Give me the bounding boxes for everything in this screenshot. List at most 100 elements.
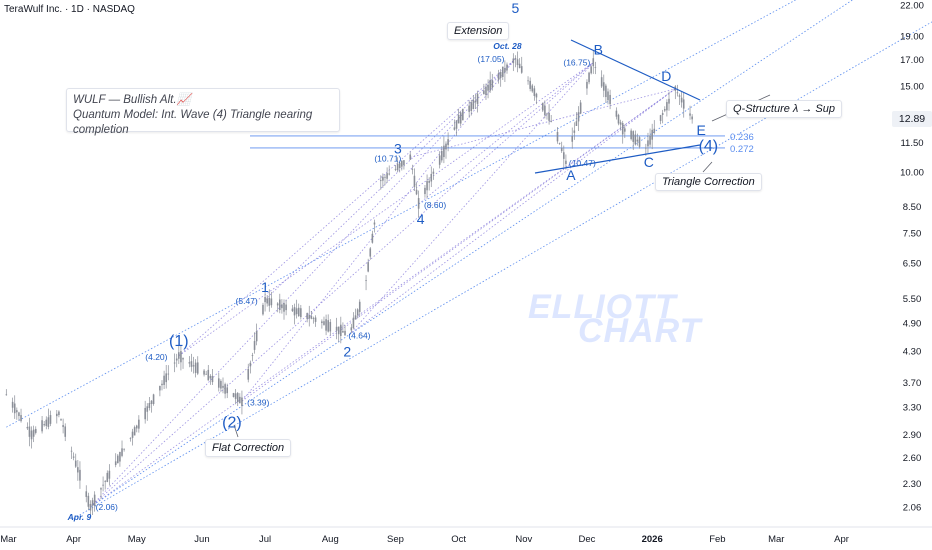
candle-body <box>649 135 651 145</box>
candle-body <box>325 319 327 331</box>
candle-body <box>632 131 635 142</box>
candle-body <box>291 308 294 312</box>
y-tick-label: 2.30 <box>903 479 922 490</box>
fan-line <box>178 58 516 357</box>
triangle-lines-layer <box>233 39 771 438</box>
candle-body <box>579 102 582 114</box>
candle-body <box>34 428 37 433</box>
candle-body <box>352 317 355 328</box>
candle-body <box>217 378 220 388</box>
candle-body <box>689 113 691 116</box>
x-tick-label: Jul <box>259 534 271 545</box>
candle-body <box>563 152 565 159</box>
candle-body <box>266 298 268 304</box>
candle-body <box>209 375 212 379</box>
candle-body <box>102 484 104 486</box>
candle-body <box>575 121 578 126</box>
note-line-2: Quantum Model: Int. Wave (4) Triangle ne… <box>73 109 313 136</box>
candle-body <box>512 58 515 64</box>
candle-body <box>104 481 106 482</box>
candle-body <box>295 308 298 315</box>
candle-body <box>636 139 639 142</box>
candle-body <box>203 370 205 375</box>
candle-body <box>45 419 48 426</box>
candle-body <box>262 304 264 315</box>
candle-body <box>474 100 477 103</box>
candle-body <box>91 500 94 506</box>
y-tick-label: 2.06 <box>903 502 922 513</box>
candle-body <box>194 362 197 373</box>
candle-body <box>619 122 622 125</box>
x-tick-label: May <box>128 534 146 545</box>
candle-body <box>87 495 90 507</box>
candle-body <box>645 147 647 149</box>
candle-body <box>676 92 679 94</box>
candle-body <box>541 103 544 111</box>
candle-body <box>119 451 121 462</box>
fan-line <box>418 62 594 205</box>
candle-body <box>379 180 382 182</box>
candle-body <box>678 95 681 97</box>
candle-body <box>369 248 372 257</box>
candles-layer <box>5 50 693 518</box>
candle-body <box>192 365 195 367</box>
candle-body <box>182 358 184 360</box>
triangle-correction-label: Triangle Correction <box>655 173 762 191</box>
last-price-tag: 12.89 <box>892 111 932 127</box>
candle-body <box>546 113 548 115</box>
candle-body <box>77 467 79 473</box>
candle-body <box>108 470 111 479</box>
candle-body <box>207 369 210 381</box>
candle-body <box>499 72 502 78</box>
candle-body <box>358 301 361 312</box>
wave-label: (2) <box>222 414 242 431</box>
candle-body <box>188 362 191 364</box>
candle-body <box>651 129 653 140</box>
candle-body <box>5 394 8 396</box>
candle-body <box>239 396 241 404</box>
candle-body <box>661 113 664 115</box>
candle-body <box>520 66 523 73</box>
candle-body <box>663 109 666 111</box>
y-tick-label: 11.50 <box>900 138 923 149</box>
candle-body <box>312 318 315 319</box>
candle-body <box>470 102 473 111</box>
extension-label: Extension <box>447 22 510 40</box>
candle-body <box>226 387 229 394</box>
wave-label: (1) <box>169 333 189 350</box>
x-tick-label: Sep <box>387 534 404 545</box>
y-tick-label: 7.50 <box>903 228 922 239</box>
candle-body <box>527 80 529 82</box>
candle-body <box>384 176 386 178</box>
triangle-lower-line <box>534 144 701 174</box>
candle-body <box>621 123 624 135</box>
candle-body <box>605 85 607 98</box>
candle-body <box>222 385 224 388</box>
candle-body <box>281 304 283 309</box>
candle-body <box>438 155 441 165</box>
wave-label: 1 <box>261 279 269 295</box>
candle-body <box>148 403 151 408</box>
candle-body <box>638 137 641 147</box>
candle-body <box>590 66 592 74</box>
candle-body <box>514 58 517 60</box>
note-line-1: WULF — Bullish Alt.📈 <box>73 94 191 106</box>
wave-label: 5 <box>512 0 520 16</box>
candle-body <box>11 401 14 408</box>
candle-body <box>28 426 31 437</box>
analysis-note: WULF — Bullish Alt.📈 Quantum Model: Int.… <box>66 88 340 136</box>
candle-body <box>382 176 384 181</box>
wave-label: A <box>566 167 576 183</box>
candle-body <box>255 331 258 342</box>
candle-body <box>114 461 117 466</box>
candle-body <box>600 77 603 87</box>
candle-body <box>350 327 353 331</box>
candle-body <box>100 488 102 490</box>
date-label: Apr. 9 <box>67 512 92 522</box>
candle-body <box>691 116 693 120</box>
candle-body <box>178 352 180 359</box>
candle-body <box>682 99 685 109</box>
x-tick-label: Apr <box>834 534 849 545</box>
